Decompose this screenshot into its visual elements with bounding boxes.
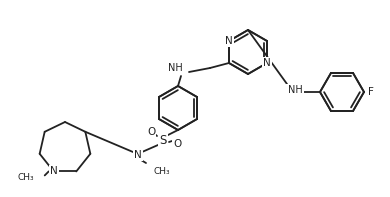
Text: O: O: [173, 139, 181, 149]
Text: CH₃: CH₃: [154, 166, 171, 176]
Text: N: N: [263, 58, 271, 68]
Text: N: N: [225, 36, 233, 46]
Text: CH₃: CH₃: [17, 173, 34, 182]
Text: N: N: [134, 150, 142, 160]
Text: O: O: [147, 127, 155, 137]
Text: NH: NH: [288, 85, 302, 95]
Text: NH: NH: [168, 63, 183, 73]
Text: S: S: [159, 134, 167, 147]
Text: N: N: [50, 166, 58, 177]
Text: N: N: [225, 36, 233, 46]
Text: F: F: [368, 87, 374, 97]
Text: N: N: [263, 58, 271, 68]
